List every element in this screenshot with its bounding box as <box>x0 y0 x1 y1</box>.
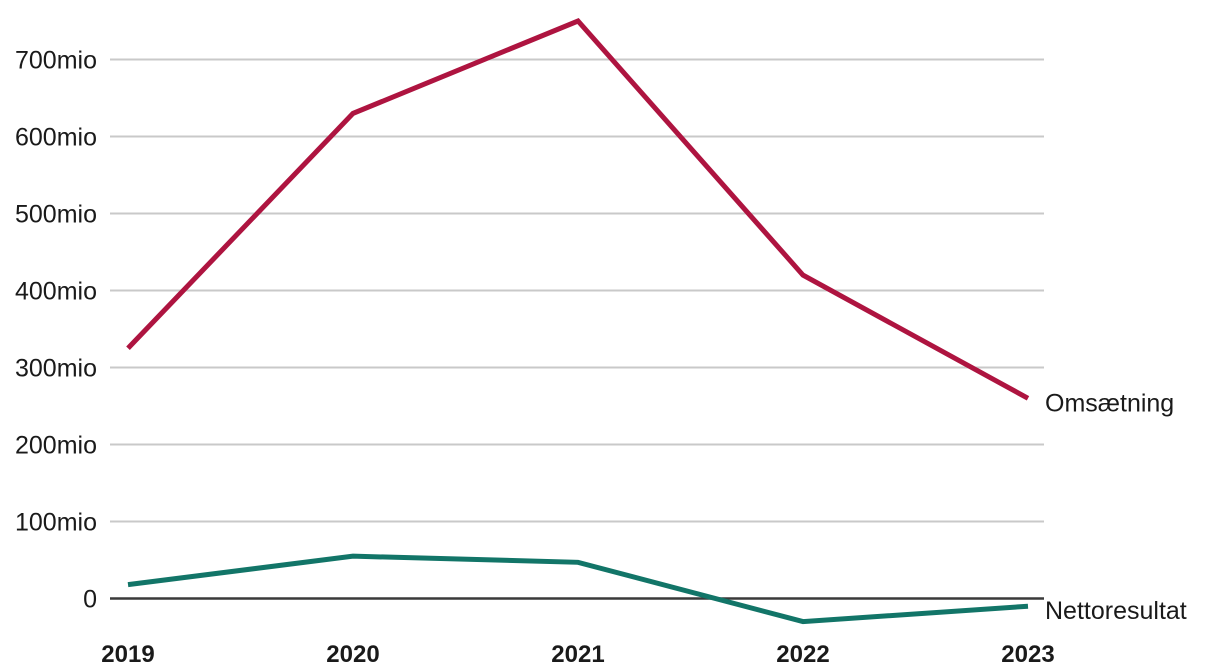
y-axis-tick-label: 500mio <box>15 201 97 229</box>
series-layer <box>126 18 1030 625</box>
series-line-omsætning <box>126 18 1030 401</box>
series-label-nettoresultat: Nettoresultat <box>1045 597 1187 625</box>
y-axis-tick-label: 700mio <box>15 47 97 75</box>
x-axis-label: 2020 <box>326 641 379 668</box>
x-axis-label: 2023 <box>1001 641 1054 668</box>
y-axis-tick-label: 300mio <box>15 355 97 383</box>
y-axis-tick-label: 200mio <box>15 432 97 460</box>
gridlines-layer <box>110 58 1044 600</box>
y-axis-tick-label: 400mio <box>15 278 97 306</box>
series-label-omsætning: Omsætning <box>1045 389 1174 417</box>
x-axis-label: 2021 <box>551 641 604 668</box>
x-axis-label: 2022 <box>776 641 829 668</box>
y-axis-tick-label: 600mio <box>15 124 97 152</box>
y-axis-tick-label: 100mio <box>15 509 97 537</box>
legend-layer: Omsætning Nettoresultat <box>1045 389 1187 625</box>
series-line-nettoresultat <box>127 553 1029 625</box>
x-axis-label: 2019 <box>101 641 154 668</box>
y-axis-tick-label: 0 <box>83 586 97 614</box>
axis-labels-layer: 0 100mio 200mio 300mio 400mio 500mio 600mio 700… <box>15 47 1055 669</box>
